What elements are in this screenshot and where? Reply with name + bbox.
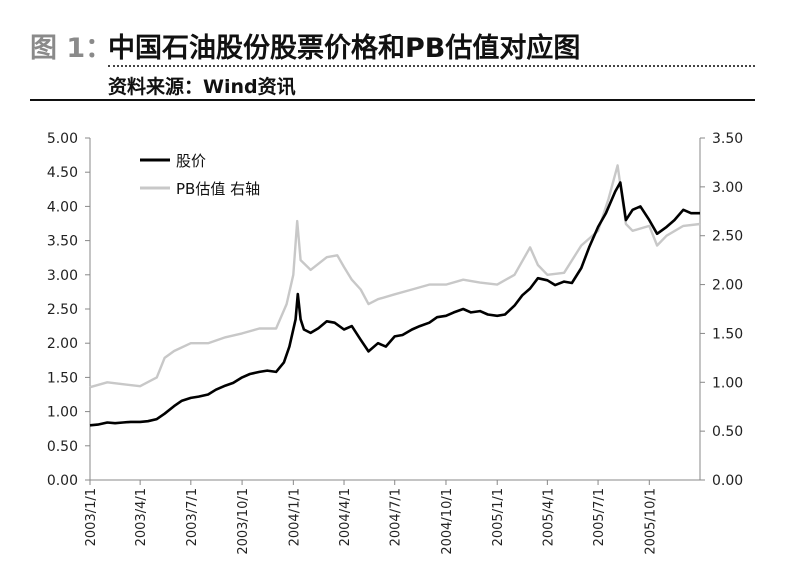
left-tick-label: 3.00 xyxy=(47,268,78,284)
solid-divider xyxy=(30,99,755,101)
left-tick-label: 3.50 xyxy=(47,234,78,250)
right-tick-label: 2.00 xyxy=(712,278,743,294)
right-tick-label: 3.50 xyxy=(712,131,743,147)
left-tick-label: 2.00 xyxy=(47,336,78,352)
source-note: 资料来源：Wind资讯 xyxy=(108,76,296,98)
x-tick-label: 2003/10/1 xyxy=(236,488,251,555)
left-tick-label: 4.50 xyxy=(47,165,78,181)
dotted-divider xyxy=(108,65,755,67)
x-tick-label: 2005/4/1 xyxy=(541,488,556,546)
legend-label-pb: PB估值 右轴 xyxy=(176,180,260,198)
legend: 股价 PB估值 右轴 xyxy=(140,152,260,198)
right-tick-label: 0.00 xyxy=(712,473,743,489)
x-tick-label: 2004/4/1 xyxy=(338,488,353,546)
right-tick-label: 3.00 xyxy=(712,180,743,196)
series-line-pb xyxy=(89,164,701,389)
x-tick-label: 2003/4/1 xyxy=(134,488,149,546)
figure-header: 图 1： 中国石油股份股票价格和PB估值对应图 资料来源：Wind资讯 xyxy=(0,0,800,110)
figure-label: 图 1： xyxy=(30,33,113,64)
x-tick-group: 2003/1/1 2003/4/1 2003/7/1 2003/10/1 2004/1/… xyxy=(84,480,658,555)
left-tick-group: 0.00 0.50 1.00 1.50 2.00 2.50 3.00 3.50 4.00 4.50… xyxy=(47,131,90,489)
series-layer xyxy=(89,164,701,427)
right-tick-label: 1.00 xyxy=(712,375,743,391)
legend-label-price: 股价 xyxy=(176,152,206,170)
right-tick-label: 0.50 xyxy=(712,424,743,440)
left-tick-label: 1.50 xyxy=(47,370,78,386)
x-tick-label: 2005/7/1 xyxy=(592,488,607,546)
left-tick-label: 1.00 xyxy=(47,405,78,421)
right-tick-group: 0.00 0.50 1.00 1.50 2.00 2.50 3.00 3.50 xyxy=(700,131,743,489)
right-tick-label: 1.50 xyxy=(712,326,743,342)
x-tick-label: 2005/10/1 xyxy=(643,488,658,555)
left-tick-label: 4.00 xyxy=(47,199,78,215)
left-tick-label: 5.00 xyxy=(47,131,78,147)
x-tick-label: 2003/1/1 xyxy=(84,488,99,546)
series-line-price xyxy=(89,181,700,427)
chart-title: 中国石油股份股票价格和PB估值对应图 xyxy=(108,33,581,64)
left-tick-label: 0.00 xyxy=(47,473,78,489)
x-tick-label: 2004/10/1 xyxy=(440,488,455,555)
left-tick-label: 0.50 xyxy=(47,439,78,455)
x-tick-label: 2004/1/1 xyxy=(287,488,302,546)
x-tick-label: 2005/1/1 xyxy=(491,488,506,546)
x-tick-label: 2004/7/1 xyxy=(389,488,404,546)
x-tick-label: 2003/7/1 xyxy=(185,488,200,546)
right-tick-label: 2.50 xyxy=(712,229,743,245)
left-tick-label: 2.50 xyxy=(47,302,78,318)
